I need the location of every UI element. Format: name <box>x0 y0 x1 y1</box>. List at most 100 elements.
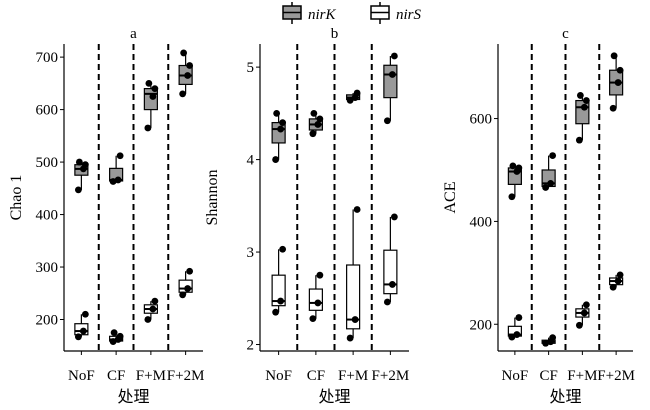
box-nirk-nof <box>271 109 287 163</box>
box-nirs-nof <box>507 314 523 341</box>
y-tick-label: 400 <box>470 214 493 230</box>
data-point <box>273 109 281 117</box>
data-point <box>390 52 398 60</box>
data-point <box>353 206 361 213</box>
box-nirs-fplusm <box>575 301 590 329</box>
data-point <box>508 333 516 341</box>
data-point <box>616 271 624 279</box>
box-iqr <box>383 64 398 99</box>
data-point <box>149 93 157 100</box>
box-nirk-fplus2m <box>609 52 624 112</box>
data-point <box>110 329 118 337</box>
x-tick-label: NoF <box>265 368 292 384</box>
data-point <box>346 334 354 342</box>
box-nirk-cf <box>109 152 124 185</box>
box-nirs-nof <box>74 310 89 341</box>
data-point <box>279 119 287 126</box>
box-nirk-fplusm <box>143 79 159 132</box>
data-point <box>346 97 354 104</box>
data-point <box>351 316 359 323</box>
data-point <box>151 85 159 93</box>
legend-item-nirs: nirS <box>370 2 422 24</box>
x-tick-label: NoF <box>502 368 529 384</box>
x-axis-label: 处理 <box>549 388 581 406</box>
data-point <box>186 267 194 275</box>
legend: nirK nirS <box>282 2 422 24</box>
data-point <box>81 310 89 318</box>
box-nirk-nof <box>507 162 523 201</box>
data-point <box>309 315 317 323</box>
data-point <box>314 121 322 128</box>
box-nirs-fplus2m <box>178 267 194 299</box>
x-tick-label: F+M <box>338 368 368 384</box>
data-point <box>114 176 122 184</box>
panel-a: a 200 300 400 500 600 700 Chao 1 NoF CF F+M F+2M 处理 <box>8 26 204 406</box>
data-point <box>614 79 622 86</box>
data-point <box>547 179 555 187</box>
box-nirs-cf <box>541 334 557 347</box>
x-tick-label: F+2M <box>372 368 410 384</box>
x-tick-label: F+2M <box>597 368 635 384</box>
y-tick-label: 300 <box>36 260 59 276</box>
panel-title: c <box>562 26 569 42</box>
data-point <box>513 331 521 338</box>
data-point <box>116 332 124 340</box>
data-point <box>388 281 396 288</box>
y-tick-label: 200 <box>470 317 493 333</box>
y-tick-label: 500 <box>36 155 59 171</box>
box-nirk-fplus2m <box>178 49 194 98</box>
data-point <box>614 277 622 285</box>
panel-c: c 200 400 600 ACE NoF CF F+M F+2M 处理 <box>442 26 635 406</box>
data-point <box>549 334 557 342</box>
y-tick-label: 3 <box>247 245 255 261</box>
data-point <box>75 158 83 166</box>
data-point <box>609 283 617 291</box>
y-tick-label: 2 <box>247 338 255 354</box>
data-point <box>279 245 287 253</box>
data-point <box>580 103 588 111</box>
data-point <box>575 136 583 144</box>
x-tick-label: F+2M <box>167 368 205 384</box>
x-tick-label: CF <box>107 368 125 384</box>
data-point <box>74 333 82 341</box>
data-point <box>145 79 153 87</box>
y-tick-label: 4 <box>247 153 255 169</box>
x-tick-label: CF <box>539 368 557 384</box>
box-nirk-nof <box>74 158 89 194</box>
y-tick-label: 400 <box>36 208 59 224</box>
data-point <box>616 66 624 74</box>
box-nirk-fplusm <box>346 89 361 104</box>
box-nirs-fplus2m <box>609 271 624 291</box>
data-point <box>353 89 361 97</box>
y-tick-label: 700 <box>36 50 59 66</box>
y-tick-label: 600 <box>36 103 59 119</box>
data-point <box>575 321 583 329</box>
box-iqr <box>575 99 590 125</box>
box-nirk-cf <box>541 152 557 191</box>
data-point <box>582 301 590 309</box>
box-iqr <box>308 288 323 311</box>
legend-item-nirk: nirK <box>282 2 337 24</box>
data-point <box>515 164 523 172</box>
x-axis-label: 处理 <box>117 388 149 406</box>
y-tick-label: 600 <box>470 112 493 128</box>
data-point <box>180 49 188 57</box>
data-point <box>277 125 285 133</box>
data-point <box>388 71 396 78</box>
box-iqr <box>346 264 361 330</box>
panel-b: b 2 3 4 5 Shannon NoF CF F+M F+2M 处理 <box>204 26 409 406</box>
box-nirk-cf <box>308 109 324 138</box>
panel-title: b <box>331 26 339 42</box>
data-point <box>383 298 391 306</box>
data-point <box>549 152 557 159</box>
data-point <box>509 162 517 170</box>
data-point <box>610 52 618 60</box>
data-point <box>179 291 187 299</box>
data-point <box>515 314 523 321</box>
data-point <box>79 327 87 335</box>
data-point <box>272 308 280 316</box>
data-point <box>582 97 590 104</box>
x-tick-label: F+M <box>136 368 166 384</box>
